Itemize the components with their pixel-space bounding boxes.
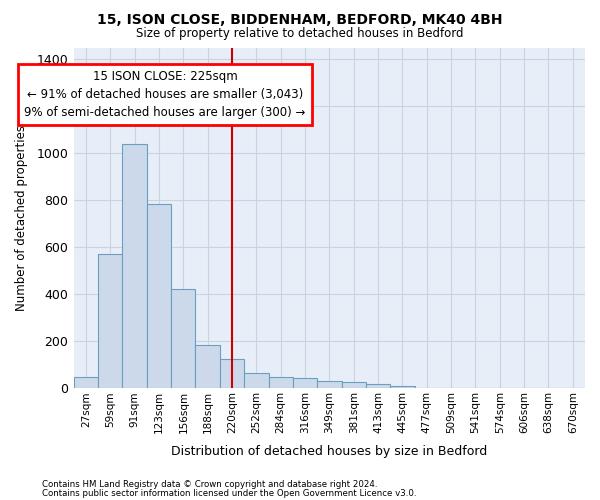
Text: 15 ISON CLOSE: 225sqm
← 91% of detached houses are smaller (3,043)
9% of semi-de: 15 ISON CLOSE: 225sqm ← 91% of detached … bbox=[25, 70, 306, 119]
Bar bbox=[147, 204, 171, 388]
Bar bbox=[74, 377, 98, 388]
Bar bbox=[293, 378, 317, 388]
Bar bbox=[317, 382, 341, 388]
Bar bbox=[244, 373, 269, 388]
Text: Size of property relative to detached houses in Bedford: Size of property relative to detached ho… bbox=[136, 28, 464, 40]
Bar bbox=[366, 384, 390, 388]
Bar bbox=[122, 144, 147, 388]
Bar bbox=[269, 377, 293, 388]
Text: 15, ISON CLOSE, BIDDENHAM, BEDFORD, MK40 4BH: 15, ISON CLOSE, BIDDENHAM, BEDFORD, MK40… bbox=[97, 12, 503, 26]
Bar bbox=[390, 386, 415, 388]
Bar bbox=[98, 254, 122, 388]
Bar bbox=[171, 288, 196, 388]
Bar bbox=[220, 358, 244, 388]
Text: Contains public sector information licensed under the Open Government Licence v3: Contains public sector information licen… bbox=[42, 488, 416, 498]
Y-axis label: Number of detached properties: Number of detached properties bbox=[15, 125, 28, 311]
X-axis label: Distribution of detached houses by size in Bedford: Distribution of detached houses by size … bbox=[171, 444, 488, 458]
Text: Contains HM Land Registry data © Crown copyright and database right 2024.: Contains HM Land Registry data © Crown c… bbox=[42, 480, 377, 489]
Bar bbox=[196, 346, 220, 389]
Bar bbox=[341, 382, 366, 388]
